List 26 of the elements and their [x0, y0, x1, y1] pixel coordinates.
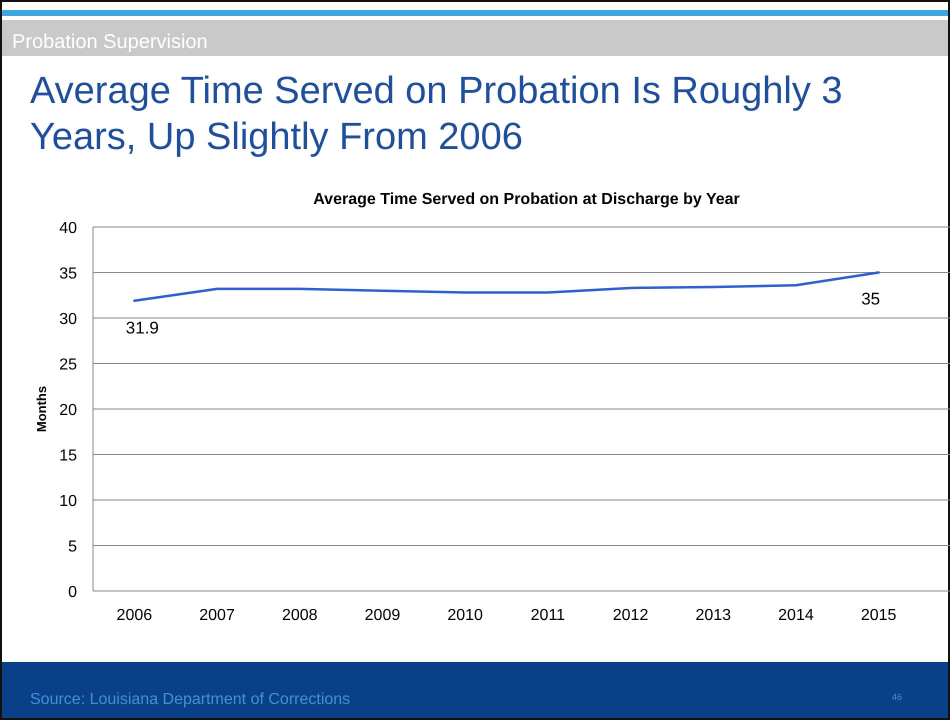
y-tick-label: 5	[68, 538, 78, 556]
y-tick-label: 0	[68, 584, 78, 601]
x-tick-label: 2011	[530, 607, 566, 624]
y-tick-label: 30	[59, 311, 78, 328]
source-note: Source: Louisiana Department of Corrections	[30, 691, 350, 708]
x-tick-label: 2013	[695, 607, 732, 624]
data-label: 31.9	[126, 318, 159, 338]
y-tick-label: 35	[59, 266, 78, 282]
y-axis-title: Months	[34, 386, 49, 432]
x-tick-label: 2012	[612, 607, 648, 624]
data-label: 35	[861, 290, 880, 308]
y-tick-label: 25	[59, 356, 78, 374]
x-tick-label: 2009	[364, 607, 400, 624]
chart-subtitle: Average Time Served on Probation at Discharge by Year	[313, 191, 740, 208]
x-tick-label: 2014	[778, 607, 814, 624]
x-tick-label: 2006	[116, 607, 152, 624]
y-tick-label: 10	[59, 493, 78, 510]
text: 46	[892, 692, 902, 702]
y-tick-label: 40	[59, 220, 78, 237]
chart-title: Average Time Served on Probation Is Roughly 3 Years, Up Slightly From 2006	[30, 70, 843, 158]
x-tick-label: 2008	[282, 607, 318, 624]
x-tick-label: 2007	[199, 607, 235, 624]
y-tick-label: 15	[59, 448, 78, 464]
x-tick-label: 2015	[860, 607, 897, 624]
y-tick-label: 20	[59, 402, 78, 419]
x-tick-label: 2010	[447, 607, 484, 624]
